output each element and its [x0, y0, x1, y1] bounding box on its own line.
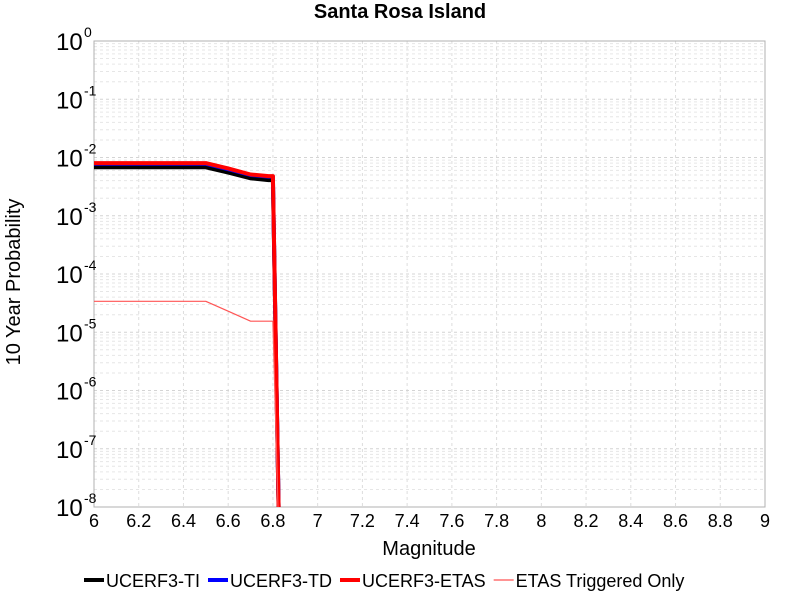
y-axis-label: 10 Year Probability	[3, 199, 25, 366]
y-tick-label: 10 -1	[56, 82, 97, 114]
y-tick-base: 10	[56, 204, 83, 231]
x-tick-label: 7.4	[395, 511, 420, 531]
y-tick-label: 10 -7	[56, 432, 97, 464]
grid	[94, 41, 765, 508]
plot-area	[93, 40, 766, 508]
y-tick-label: 10 -8	[56, 490, 97, 522]
y-tick-label: 10 -3	[56, 199, 97, 231]
x-tick-label: 6.4	[171, 511, 196, 531]
legend-label: UCERF3-TI	[106, 571, 200, 591]
series-line-1	[94, 161, 281, 507]
x-tick-label: 8.4	[618, 511, 643, 531]
legend-label: UCERF3-ETAS	[362, 571, 486, 591]
x-tick-label: 8.2	[574, 511, 599, 531]
y-tick-base: 10	[56, 262, 83, 289]
chart-title: Santa Rosa Island	[314, 1, 486, 23]
x-tick-label: 7.8	[484, 511, 509, 531]
y-tick-label: 10 -4	[56, 257, 97, 289]
x-tick-label: 6	[89, 511, 99, 531]
legend-label: ETAS Triggered Only	[516, 571, 685, 591]
y-tick-exponent: -7	[84, 432, 97, 448]
y-tick-exponent: -2	[84, 141, 97, 157]
x-tick-label: 8	[536, 511, 546, 531]
y-tick-exponent: -6	[84, 374, 97, 390]
legend-item: ETAS Triggered Only	[493, 571, 685, 591]
y-tick-exponent: -4	[84, 257, 97, 273]
legend-label: UCERF3-TD	[230, 571, 332, 591]
y-tick-label: 10 -6	[56, 374, 97, 406]
y-tick-label: 10 -5	[56, 315, 97, 347]
y-tick-label: 10 -2	[56, 141, 97, 173]
y-tick-exponent: 0	[84, 24, 92, 40]
y-tick-base: 10	[56, 146, 83, 173]
y-tick-base: 10	[56, 87, 83, 114]
y-tick-base: 10	[56, 379, 83, 406]
x-tick-label: 8.6	[663, 511, 688, 531]
y-tick-base: 10	[56, 320, 83, 347]
series-line-3	[94, 300, 279, 507]
x-tick-label: 8.8	[708, 511, 733, 531]
legend-item: UCERF3-TI	[84, 571, 200, 591]
y-tick-label: 10 0	[56, 24, 92, 56]
x-tick-label: 7.2	[350, 511, 375, 531]
y-tick-base: 10	[56, 29, 83, 56]
legend-item: UCERF3-ETAS	[339, 571, 486, 591]
x-axis-label: Magnitude	[382, 538, 475, 560]
x-tick-label: 6.6	[216, 511, 241, 531]
y-tick-exponent: -3	[84, 199, 97, 215]
y-tick-exponent: -5	[84, 315, 97, 331]
x-tick-label: 7	[313, 511, 323, 531]
x-axis-ticks: 6 6.2 6.4 6.6 6.8 7 7.2 7.4 7.6 7.8 8 8.2 8.4 8.6 8.8 9	[89, 511, 770, 531]
series-line-2	[94, 161, 281, 507]
series-line-0	[94, 165, 281, 507]
series-layer	[94, 161, 281, 507]
x-tick-label: 6.8	[260, 511, 285, 531]
legend: UCERF3-TI UCERF3-TD UCERF3-ETAS ETAS Trigge…	[84, 571, 684, 591]
y-tick-base: 10	[56, 495, 83, 522]
x-tick-label: 7.6	[439, 511, 464, 531]
y-tick-base: 10	[56, 437, 83, 464]
x-tick-label: 9	[760, 511, 770, 531]
x-tick-label: 6.2	[126, 511, 151, 531]
y-tick-exponent: -8	[84, 490, 97, 506]
legend-item: UCERF3-TD	[207, 571, 332, 591]
y-tick-exponent: -1	[84, 82, 97, 98]
